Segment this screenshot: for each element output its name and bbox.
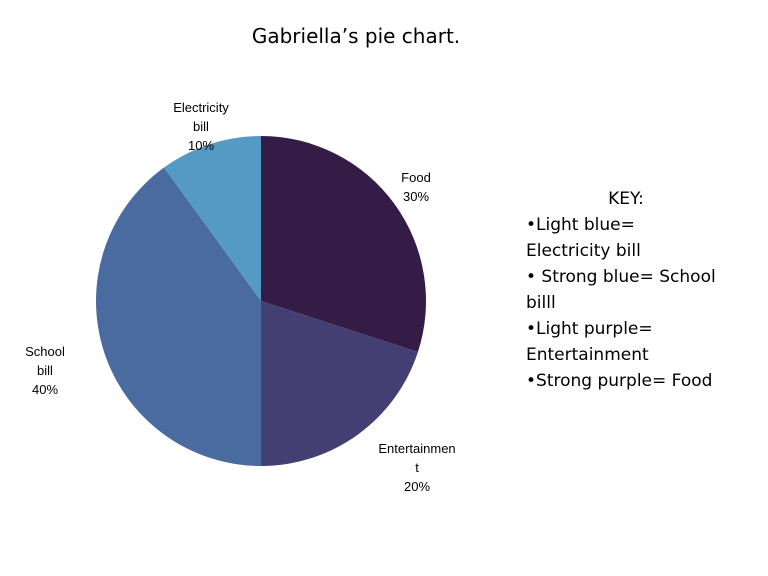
key-line-7: •Strong purple= Food (526, 371, 713, 391)
pie-slice-electricity-bill (164, 136, 261, 301)
key-line-2: Electricity bill (526, 241, 641, 261)
key-line-4: billl (526, 293, 556, 313)
slice-label-food: Food 30% (401, 170, 431, 204)
pie-slice-food (261, 136, 426, 352)
pie-slice-entertainment (261, 301, 418, 466)
slice-label-school-bill: School bill 40% (25, 344, 65, 397)
key-box: KEY: •Light blue= Electricity bill • Str… (526, 186, 756, 394)
key-line-5: •Light purple= (526, 319, 653, 339)
key-line-1: •Light blue= (526, 215, 635, 235)
key-title: KEY: (608, 189, 644, 209)
chart-title: Gabriella’s pie chart. (251, 24, 461, 48)
slice-label-electricity-bill: Electricity bill 10% (173, 100, 229, 153)
pie-slice-school-bill (96, 167, 261, 466)
slice-label-entertainment: Entertainmen t 20% (378, 441, 455, 494)
key-line-6: Entertainment (526, 345, 649, 365)
key-line-3: • Strong blue= School (526, 267, 716, 287)
